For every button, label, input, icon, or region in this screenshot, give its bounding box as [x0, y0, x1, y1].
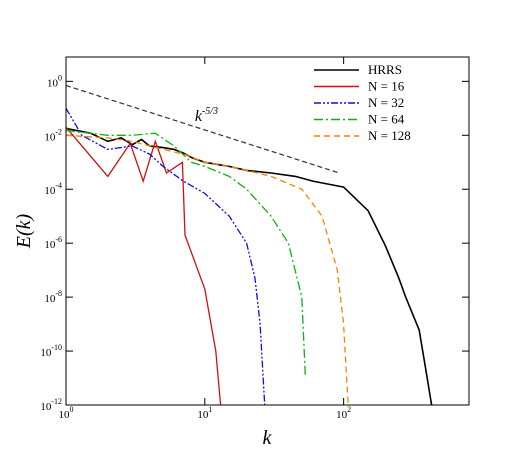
y-tick-label-base: 10: [40, 347, 52, 359]
y-tick-label-exponent: -8: [55, 289, 62, 298]
series-line: [66, 107, 266, 405]
x-tick-label-exponent: 2: [347, 405, 351, 414]
y-tick-label-base: 10: [44, 185, 56, 197]
annotation-base: k: [195, 108, 203, 125]
y-tick-label-base: 10: [44, 239, 56, 251]
x-tick-label: 100: [59, 405, 74, 421]
annotation: k-5/3: [195, 106, 218, 125]
y-tick-label-exponent: -10: [51, 343, 62, 352]
y-tick-label-exponent: -6: [55, 235, 62, 244]
y-tick-label: 10-4: [44, 181, 62, 197]
legend-label: N = 128: [368, 128, 411, 143]
x-tick-label: 102: [336, 405, 351, 421]
y-tick-label-exponent: 0: [58, 73, 62, 82]
y-tick-label-exponent: -2: [55, 127, 62, 136]
x-tick-label-base: 10: [336, 409, 348, 421]
legend-label: N = 64: [368, 112, 405, 127]
legend-label: N = 32: [368, 95, 404, 110]
legend-label: N = 16: [368, 79, 405, 94]
y-tick-label: 10-2: [44, 127, 62, 143]
x-tick-label-exponent: 0: [70, 405, 74, 414]
x-tick-label-base: 10: [197, 409, 209, 421]
y-tick-label-exponent: -12: [51, 397, 62, 406]
x-tick-label-base: 10: [59, 409, 71, 421]
y-tick-label: 100: [47, 73, 62, 89]
x-tick-label-exponent: 1: [208, 405, 212, 414]
y-axis-label: E(k): [13, 213, 35, 249]
annotation-exponent: -5/3: [202, 106, 218, 117]
y-tick-label-base: 10: [47, 77, 59, 89]
y-tick-label-exponent: -4: [55, 181, 62, 190]
x-axis-label: k: [263, 427, 273, 449]
y-tick-label: 10-12: [40, 397, 62, 413]
series-line: [66, 134, 349, 405]
y-tick-label-base: 10: [40, 401, 52, 413]
y-tick-label: 10-10: [40, 343, 62, 359]
legend-label: HRRS: [368, 62, 402, 77]
x-tick-label: 101: [197, 405, 212, 421]
y-tick-label-base: 10: [44, 131, 56, 143]
y-tick-label: 10-6: [44, 235, 62, 251]
series-line: [66, 126, 222, 405]
y-tick-label-base: 10: [44, 293, 56, 305]
y-tick-label: 10-8: [44, 289, 62, 305]
plot-frame: [65, 56, 470, 406]
